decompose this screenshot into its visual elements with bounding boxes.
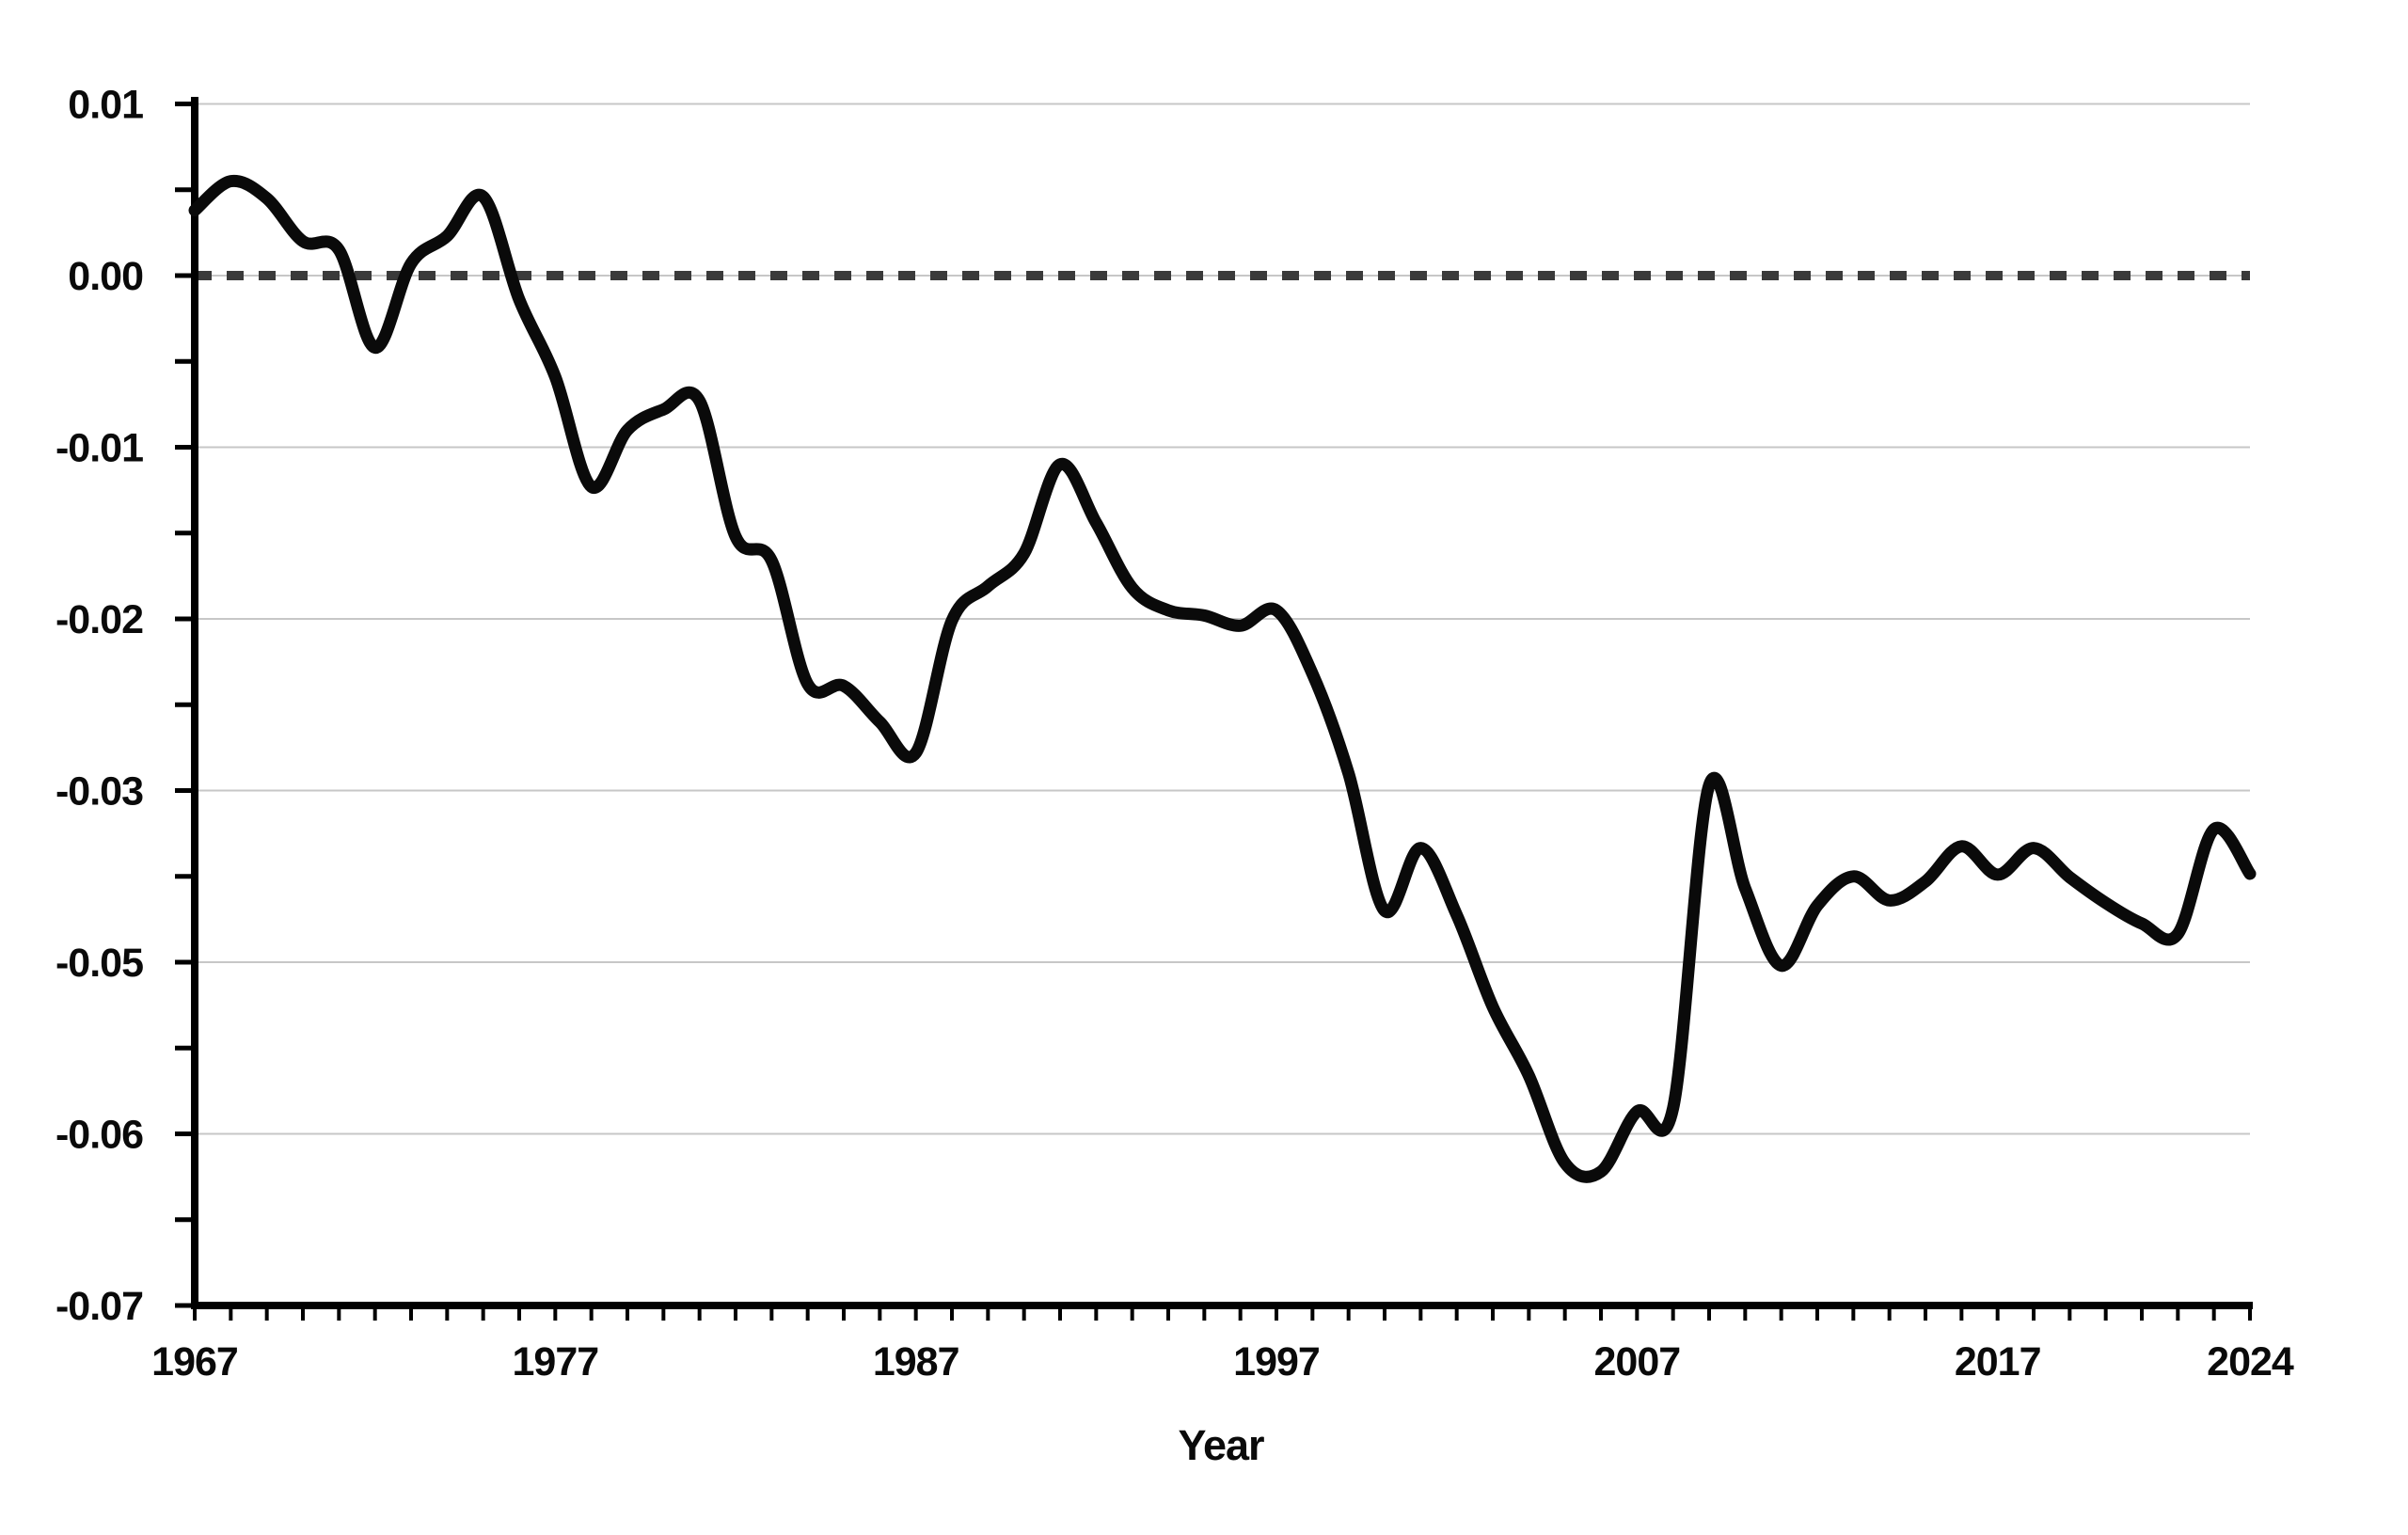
y-tick-label: -0.03 [55, 769, 143, 815]
x-tick-label: 1987 [873, 1339, 959, 1385]
series-path [188, 174, 2257, 1183]
x-tick-labels: 1967 1977 1987 1997 2007 2017 2024 [151, 1339, 2295, 1385]
series-line-group [188, 174, 2257, 1183]
y-tick-label: 0.01 [68, 83, 143, 128]
y-tick-label: 0.00 [68, 254, 143, 299]
x-tick-label: 2017 [1955, 1339, 2041, 1385]
x-tick-label: 1997 [1233, 1339, 1320, 1385]
y-tick-label: -0.01 [55, 426, 143, 471]
y-tick-label: -0.02 [55, 597, 143, 642]
y-tick-label: -0.07 [55, 1284, 143, 1329]
gridlines [195, 103, 2250, 1306]
x-tick-label: 2024 [2207, 1339, 2294, 1385]
x-axis-title: Year [1178, 1421, 1264, 1469]
y-tick-labels: 0.01 0.00 -0.01 -0.02 -0.03 -0.05 -0.06 -0.07 [55, 83, 144, 1330]
axes [191, 97, 2253, 1309]
y-tick-label: -0.06 [55, 1113, 143, 1158]
x-tick-label: 2007 [1593, 1339, 1680, 1385]
x-tick-label: 1967 [151, 1339, 238, 1385]
y-tick-label: -0.05 [55, 941, 143, 986]
x-tick-label: 1977 [512, 1339, 598, 1385]
